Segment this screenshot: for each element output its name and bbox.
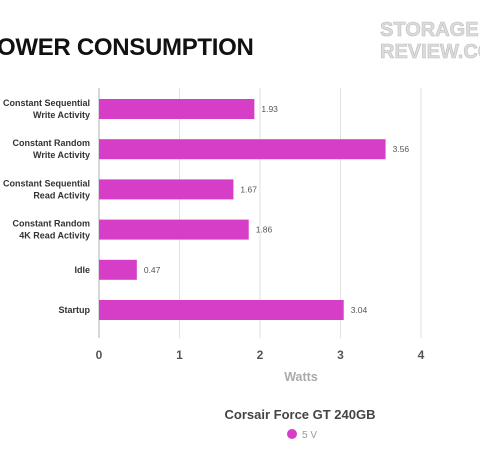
- bar: [99, 259, 137, 280]
- x-tick-label: 3: [337, 348, 344, 362]
- bar-value-label: 3.04: [351, 305, 368, 315]
- x-tick-label: 4: [418, 348, 425, 362]
- svg-text:STORAGE: STORAGE: [380, 19, 479, 41]
- category-label-line: Idle: [74, 265, 90, 275]
- category-label-line: Write Activity: [33, 110, 90, 120]
- bar: [99, 139, 386, 160]
- x-tick-label: 0: [96, 348, 103, 362]
- category-label: Startup: [59, 305, 91, 315]
- category-label: Constant Sequential Read Activity: [3, 178, 90, 200]
- svg-text:REVIEW.CO: REVIEW.CO: [380, 41, 480, 63]
- x-tick-label: 2: [257, 348, 264, 362]
- bar: [99, 179, 234, 200]
- legend-marker: [287, 429, 297, 439]
- category-label: Constant Random Write Activity: [13, 138, 91, 160]
- bar-value-label: 1.67: [240, 184, 257, 194]
- category-label-line: Read Activity: [33, 190, 90, 200]
- page-title: OWER CONSUMPTION: [0, 34, 254, 61]
- legend: 5 V: [287, 429, 317, 441]
- bar-value-label: 0.47: [144, 265, 161, 275]
- bar: [99, 300, 344, 320]
- category-label-line: Constant Sequential: [3, 178, 90, 188]
- x-axis-title: Watts: [284, 370, 318, 384]
- category-label: Constant Random 4K Read Activity: [13, 219, 91, 241]
- category-label-line: Write Activity: [33, 150, 90, 160]
- bar-value-label: 1.86: [256, 225, 273, 235]
- category-label: Idle: [74, 265, 90, 275]
- category-label: Constant Sequential Write Activity: [3, 98, 90, 120]
- bar: [99, 99, 255, 119]
- category-label-line: Startup: [59, 305, 91, 315]
- x-tick-label: 1: [176, 348, 183, 362]
- bar-chart: 0 1 2 3 4 Watts Constant Sequential Write Activ…: [3, 88, 425, 384]
- legend-label: 5 V: [302, 430, 318, 441]
- storage-review-logo: STORAGE REVIEW.CO: [380, 19, 480, 64]
- category-label-line: Constant Random: [13, 219, 91, 229]
- bar: [99, 219, 249, 240]
- bar-value-label: 3.56: [393, 144, 410, 154]
- category-label-line: Constant Random: [13, 138, 91, 148]
- category-label-line: Constant Sequential: [3, 98, 90, 108]
- chart-title: Corsair Force GT 240GB: [224, 407, 376, 422]
- category-label-line: 4K Read Activity: [19, 231, 90, 241]
- bar-value-label: 1.93: [261, 104, 278, 114]
